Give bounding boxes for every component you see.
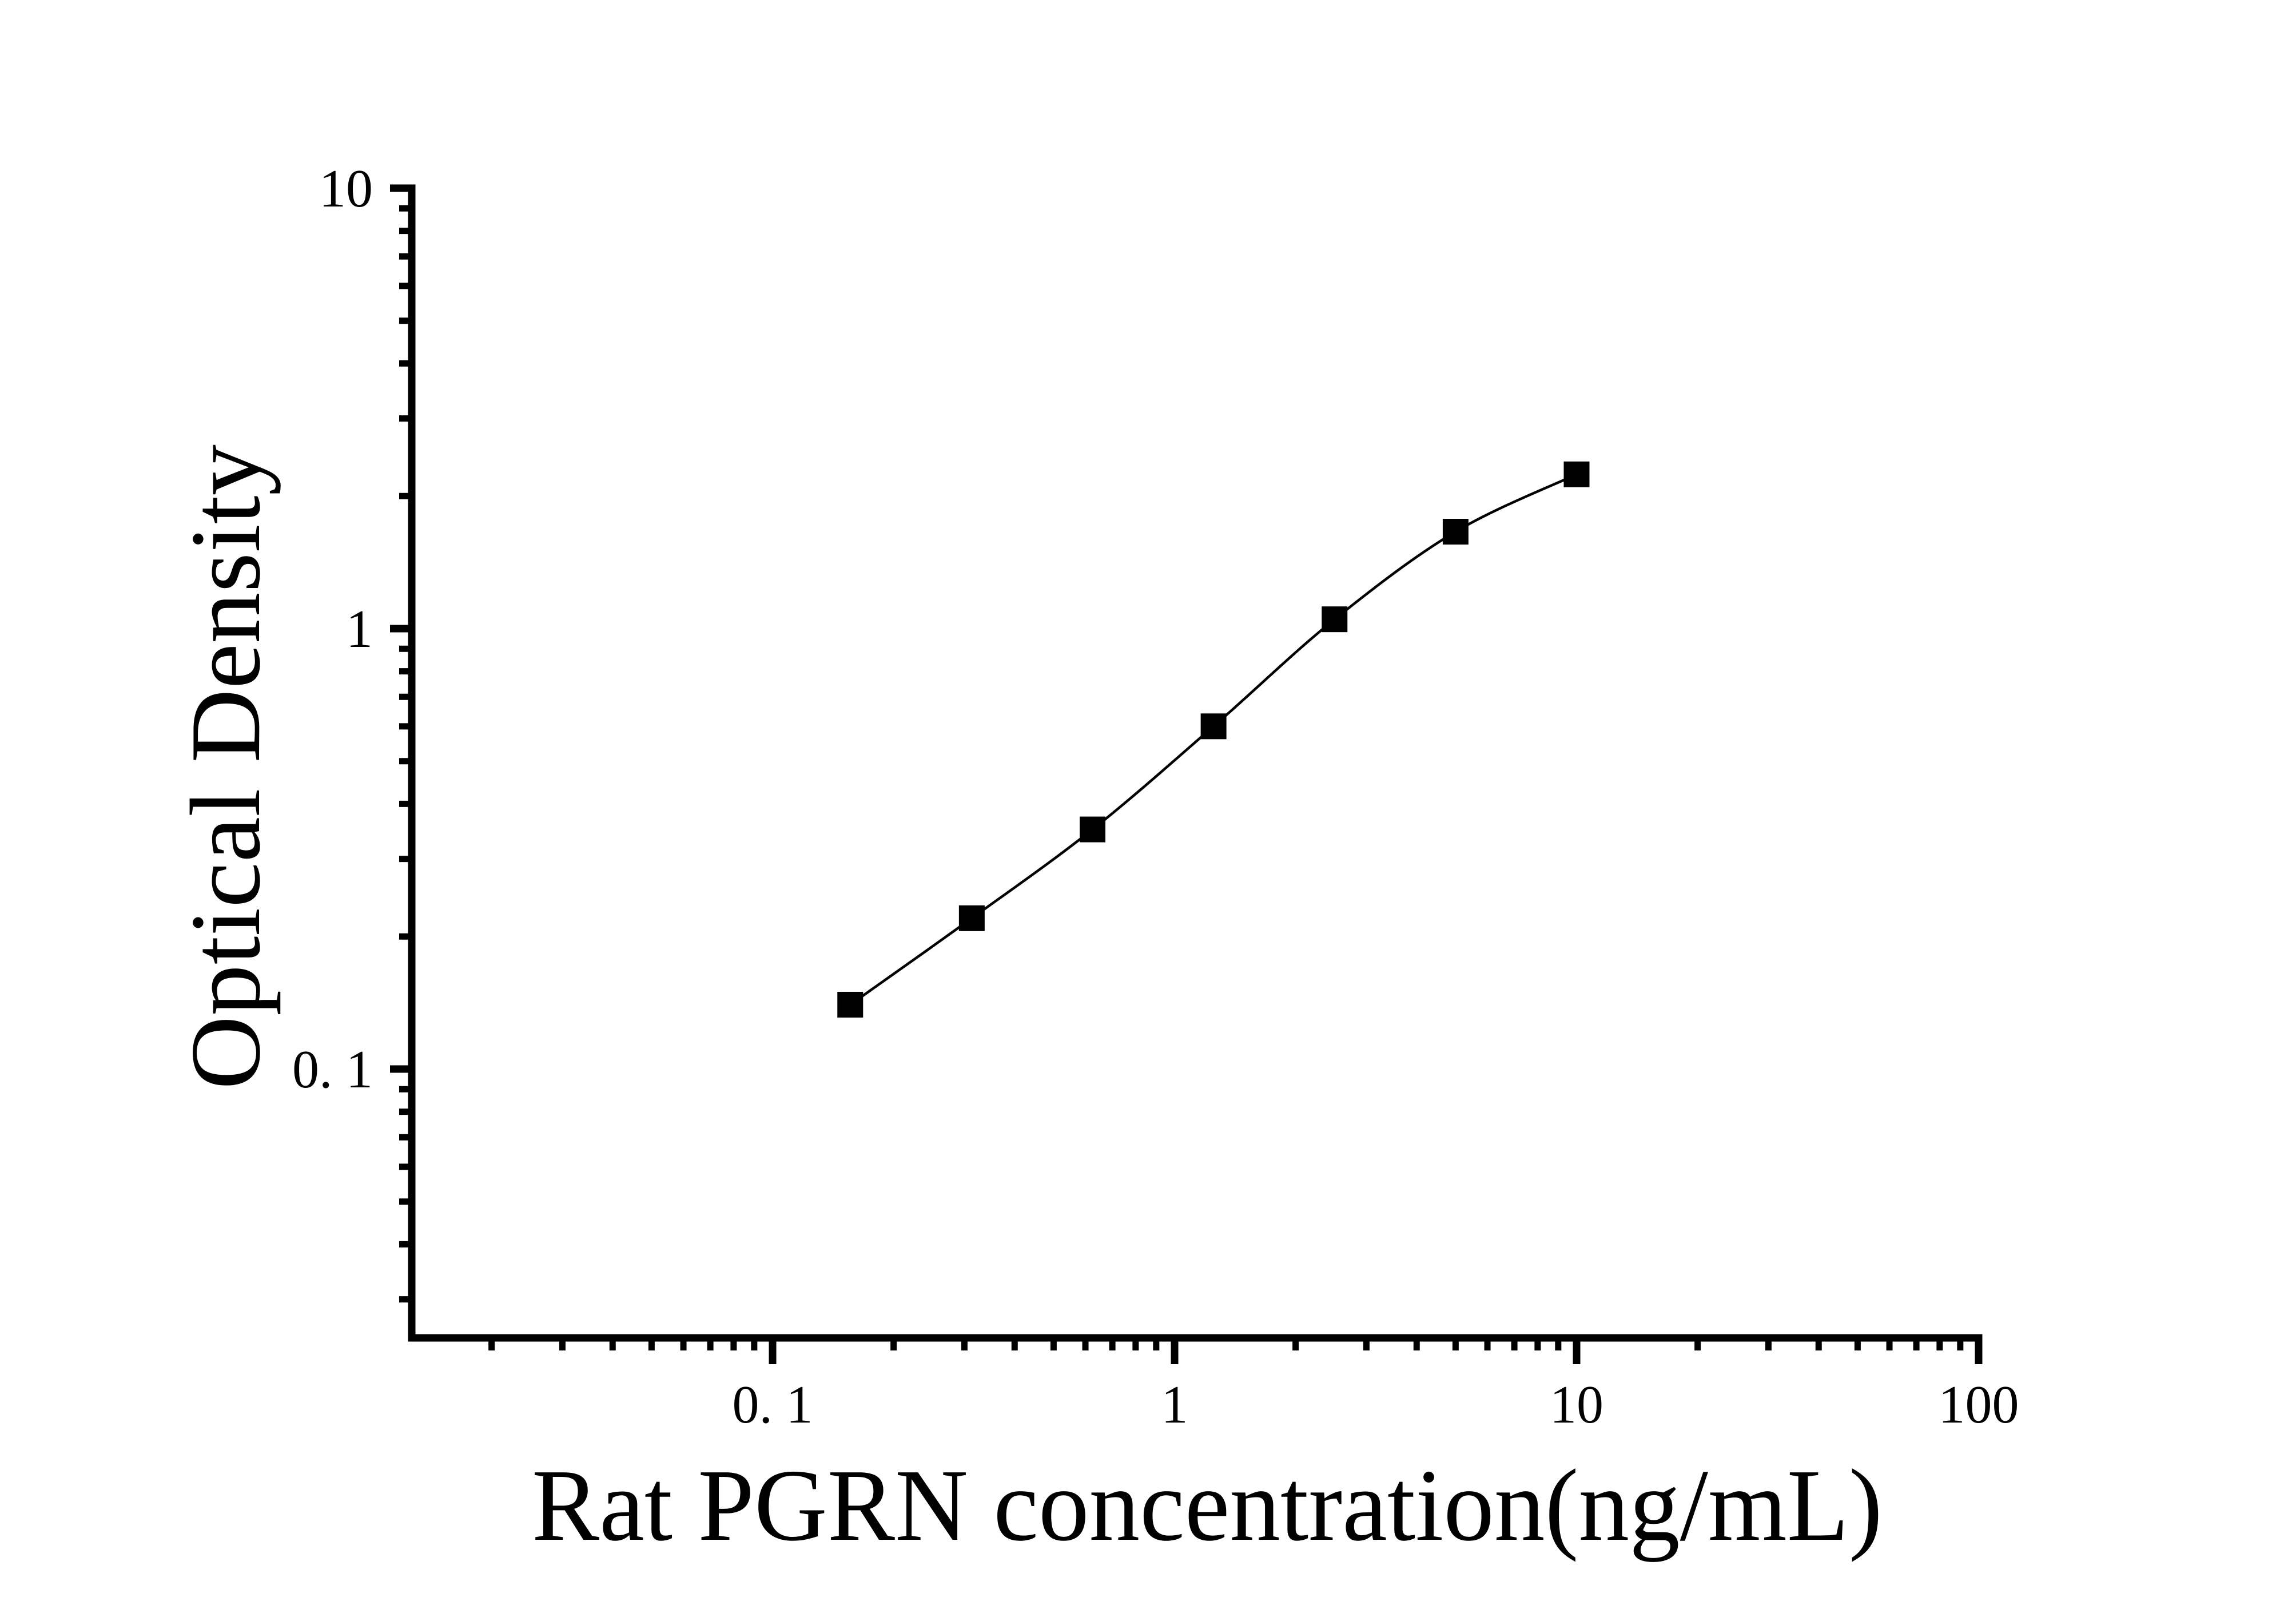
y-axis-title: Optical Density (170, 444, 281, 1090)
x-tick-label: 10 (1550, 1375, 1603, 1435)
x-tick-label: 1 (1161, 1375, 1188, 1435)
y-tick-label: 1 (346, 599, 373, 659)
data-point-marker-2 (958, 905, 985, 931)
y-tick-label: 0. 1 (292, 1040, 373, 1099)
y-tick-label: 10 (319, 159, 373, 218)
x-axis-title: Rat PGRN concentration(ng/mL) (532, 1448, 1883, 1562)
data-point-marker-6 (1442, 519, 1469, 545)
data-point-marker-1 (837, 991, 864, 1018)
plot-generated-content: 10 1 0. 1 0. 1 1 10 100 (292, 159, 2019, 1435)
x-tick-label: 0. 1 (733, 1375, 813, 1435)
data-point-marker-7 (1563, 461, 1590, 487)
data-point-marker-5 (1322, 606, 1348, 633)
data-point-marker-3 (1080, 816, 1106, 843)
data-point-marker-4 (1200, 713, 1227, 740)
x-tick-label: 100 (1939, 1375, 2019, 1435)
